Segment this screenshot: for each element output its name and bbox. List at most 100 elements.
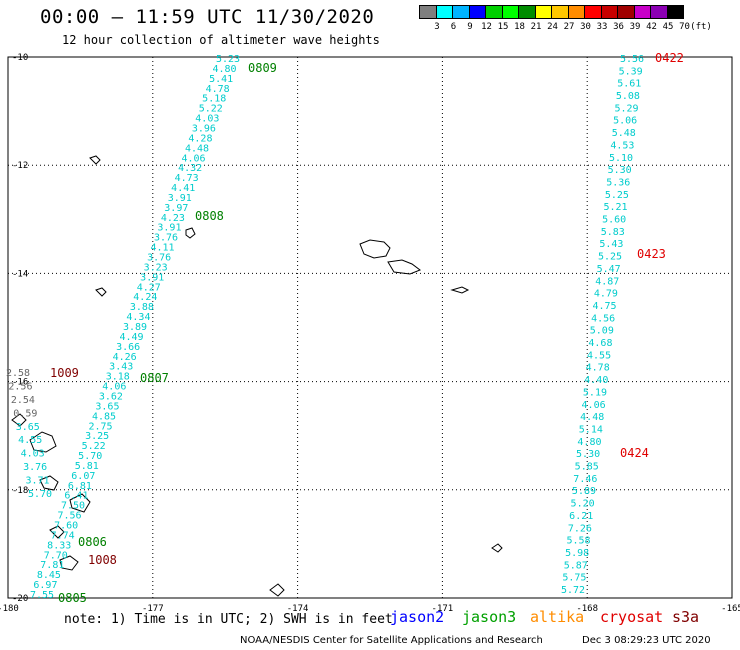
wave-height-value: 4.85 <box>92 411 116 422</box>
lat-tick-label: -18 <box>12 486 28 496</box>
wave-height-value: 4.87 <box>595 276 619 287</box>
wave-height-value: 3.96 <box>192 123 216 134</box>
wave-height-value: 3.76 <box>23 462 47 473</box>
wave-height-value: 5.18 <box>202 94 226 105</box>
wave-height-value: 4.78 <box>586 363 610 374</box>
wave-height-value: 5.47 <box>597 264 621 275</box>
island-outline <box>359 239 391 259</box>
legend-altika: altika <box>530 608 585 626</box>
colorbar-label: 30 <box>580 22 591 32</box>
lat-tick-label: -20 <box>12 594 28 604</box>
wave-height-value: 3.88 <box>130 302 154 313</box>
wave-height-value: 5.75 <box>562 573 586 584</box>
wave-height-value: 4.49 <box>120 332 144 343</box>
wave-height-value: 8.33 <box>47 540 71 551</box>
legend-cryosat: cryosat <box>600 608 664 626</box>
chart-subtitle: 12 hour collection of altimeter wave hei… <box>62 33 380 47</box>
colorbar-label: 21 <box>530 22 542 32</box>
lat-tick-label: -10 <box>12 53 28 63</box>
wave-height-value: 5.61 <box>617 79 641 90</box>
wave-height-value: 5.81 <box>75 461 99 472</box>
colorbar-label: 39 <box>629 22 641 32</box>
colorbar-label: 33 <box>596 22 608 32</box>
colorbar-label: 45 <box>662 22 674 32</box>
wave-height-value: 5.60 <box>602 215 626 226</box>
wave-height-value: 0.59 <box>13 408 37 419</box>
island-outline <box>11 413 27 427</box>
wave-height-value: 3.18 <box>106 372 130 383</box>
wave-height-value: 4.48 <box>185 143 209 154</box>
wave-height-value: 5.70 <box>28 489 52 500</box>
wave-height-value: 2.54 <box>11 395 35 406</box>
pass-time-label: 1008 <box>88 553 117 567</box>
colorbar-label: 27 <box>563 22 575 32</box>
wave-height-value: 4.79 <box>594 289 618 300</box>
wave-height-value: 7.60 <box>54 521 78 532</box>
pass-time-label: 1009 <box>50 366 79 380</box>
legend-jason2: jason2 <box>390 608 445 626</box>
colorbar-label: 18 <box>514 22 525 32</box>
wave-height-value: 6.21 <box>569 511 593 522</box>
wave-height-value: 5.09 <box>590 326 614 337</box>
wave-height-value: 5.83 <box>601 227 625 238</box>
wave-height-value: 3.76 <box>147 253 171 264</box>
wave-height-value: 4.53 <box>610 140 634 151</box>
wave-height-value: 5.20 <box>571 499 595 510</box>
wave-height-value: 3.91 <box>140 272 164 283</box>
island-outline <box>89 155 101 165</box>
wave-height-value: 5.22 <box>199 104 223 115</box>
lat-tick-label: -14 <box>12 269 28 279</box>
island-outline <box>95 287 107 297</box>
pass-time-label: 0422 <box>655 51 684 65</box>
pass-time-label: 0423 <box>637 247 666 261</box>
credit-line: NOAA/NESDIS Center for Satellite Applica… <box>240 635 543 646</box>
wave-height-value: 4.56 <box>591 313 615 324</box>
wave-height-value: 4.80 <box>577 437 601 448</box>
island-outline <box>59 555 79 571</box>
wave-height-value: 8.45 <box>37 570 61 581</box>
wave-height-value: 4.55 <box>18 435 42 446</box>
island-outline <box>387 259 422 275</box>
wave-height-value: 3.65 <box>95 401 119 412</box>
wave-height-value: 5.19 <box>583 387 607 398</box>
wave-height-value: 7.81 <box>40 560 64 571</box>
wave-height-value: 4.78 <box>206 84 230 95</box>
wave-height-value: 3.91 <box>168 193 192 204</box>
lon-tick-label: -177 <box>142 604 164 614</box>
lat-tick-label: -16 <box>12 378 28 388</box>
legend-jason3: jason3 <box>462 608 517 626</box>
colorbar-label: 36 <box>613 22 624 32</box>
wave-height-value: 3.91 <box>157 223 181 234</box>
wave-height-value: 5.43 <box>599 239 623 250</box>
lon-tick-label: -174 <box>287 604 309 614</box>
legend-s3a: s3a <box>672 608 700 626</box>
wave-height-value: 4.03 <box>195 114 219 125</box>
wave-height-value: 6.41 <box>64 491 88 502</box>
wave-height-value: 4.41 <box>171 183 195 194</box>
wave-height-value: 3.23 <box>144 262 168 273</box>
wave-height-value: 5.58 <box>566 536 590 547</box>
island-outline <box>491 543 503 553</box>
island-outline <box>49 525 65 539</box>
wave-height-value: 6.97 <box>33 580 57 591</box>
wave-height-value: 5.89 <box>572 486 596 497</box>
lat-tick-label: -12 <box>12 161 28 171</box>
wave-height-value: 4.75 <box>593 301 617 312</box>
wave-height-value: 3.62 <box>99 391 123 402</box>
wave-height-value: 4.06 <box>102 382 126 393</box>
wave-height-value: 5.36 <box>606 177 630 188</box>
wave-height-value: 3.71 <box>26 476 50 487</box>
pass-time-label: 0806 <box>78 535 107 549</box>
colorbar-label: 3 <box>434 22 440 32</box>
wave-height-value: 5.48 <box>612 128 636 139</box>
island-outline <box>29 431 57 453</box>
pass-time-label: 0424 <box>620 446 649 460</box>
wave-height-value: 5.14 <box>579 424 603 435</box>
wave-height-value: 2.56 <box>8 381 32 392</box>
wave-height-value: 5.30 <box>608 165 632 176</box>
wave-height-value: 7.55 <box>30 590 54 601</box>
wave-height-value: 5.98 <box>565 548 589 559</box>
wave-height-value: 6.81 <box>68 481 92 492</box>
wave-height-value: 3.65 <box>16 422 40 433</box>
